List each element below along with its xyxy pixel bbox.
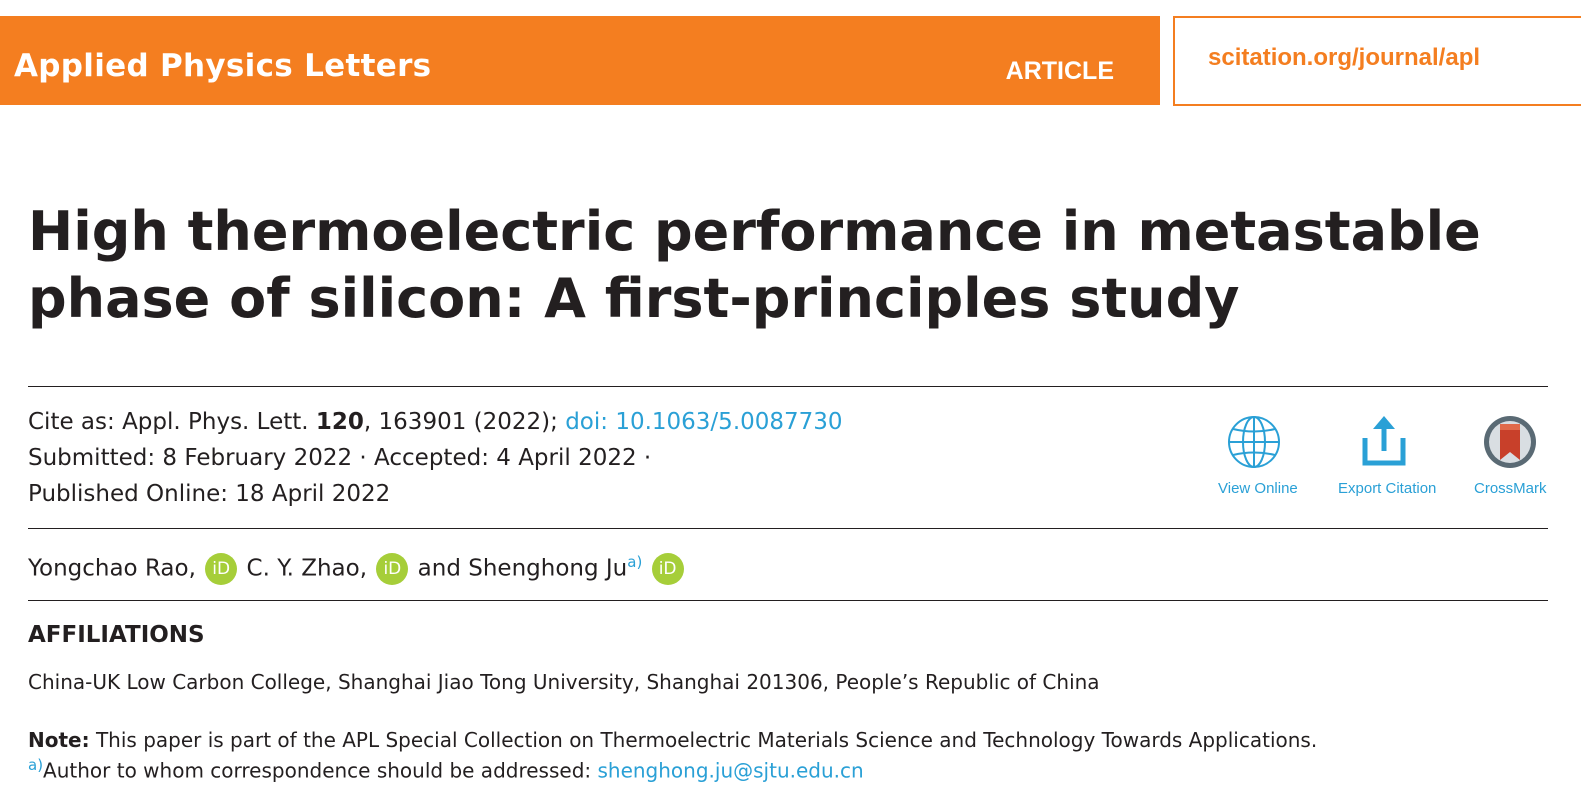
export-icon bbox=[1362, 416, 1406, 466]
export-citation-button[interactable]: Export Citation bbox=[1338, 412, 1437, 502]
correspondence-label: Author to whom correspondence should be … bbox=[43, 758, 598, 783]
orcid-icon[interactable]: iD bbox=[651, 553, 684, 586]
journal-url-link[interactable]: scitation.org/journal/apl bbox=[1208, 44, 1481, 71]
cite-volume: 120 bbox=[315, 409, 364, 435]
journal-url-box: scitation.org/journal/apl bbox=[1173, 16, 1581, 106]
affiliations-heading: AFFILIATIONS bbox=[28, 622, 205, 648]
crossmark-label: CrossMark bbox=[1474, 480, 1547, 497]
orcid-icon[interactable]: iD bbox=[376, 553, 409, 586]
collection-note: Note: This paper is part of the APL Spec… bbox=[28, 728, 1317, 752]
author-list: Yongchao Rao, iD C. Y. Zhao, iD and Shen… bbox=[28, 553, 686, 586]
footnote-mark: a) bbox=[28, 756, 44, 774]
divider bbox=[28, 600, 1548, 601]
orcid-icon[interactable]: iD bbox=[205, 553, 238, 586]
author-name: C. Y. Zhao, bbox=[246, 555, 368, 582]
correspondence-line: a)Author to whom correspondence should b… bbox=[28, 756, 864, 783]
crossmark-icon bbox=[1484, 416, 1536, 468]
author-name: and Shenghong Ju bbox=[417, 555, 628, 582]
journal-name: Applied Physics Letters bbox=[14, 48, 432, 84]
cite-prefix: Cite as: Appl. Phys. Lett. bbox=[28, 409, 316, 435]
journal-banner: Applied Physics Letters ARTICLE bbox=[0, 16, 1160, 105]
published-date: Published Online: 18 April 2022 bbox=[28, 481, 391, 507]
crossmark-button[interactable]: CrossMark bbox=[1474, 412, 1547, 502]
divider bbox=[28, 386, 1548, 387]
view-online-label: View Online bbox=[1218, 480, 1298, 497]
note-text: This paper is part of the APL Special Co… bbox=[89, 728, 1318, 752]
submitted-date: Submitted: 8 February 2022 · Accepted: 4… bbox=[28, 445, 652, 471]
view-online-button[interactable]: View Online bbox=[1218, 412, 1298, 502]
export-citation-label: Export Citation bbox=[1338, 480, 1437, 497]
divider bbox=[28, 528, 1548, 529]
cite-line: Cite as: Appl. Phys. Lett. 120, 163901 (… bbox=[28, 404, 843, 440]
cite-pages: , 163901 (2022); bbox=[363, 409, 566, 435]
footnote-mark: a) bbox=[627, 553, 643, 571]
paper-title: High thermoelectric performance in metas… bbox=[28, 200, 1481, 330]
author-name: Yongchao Rao, bbox=[28, 555, 196, 582]
article-type-label: ARTICLE bbox=[1005, 57, 1114, 85]
note-label: Note: bbox=[28, 728, 90, 752]
affiliation-text: China-UK Low Carbon College, Shanghai Ji… bbox=[28, 670, 1100, 694]
corresponding-email-link[interactable]: shenghong.ju@sjtu.edu.cn bbox=[597, 758, 864, 783]
doi-link[interactable]: doi: 10.1063/5.0087730 bbox=[565, 409, 843, 435]
citation-block: Cite as: Appl. Phys. Lett. 120, 163901 (… bbox=[28, 404, 843, 512]
globe-icon bbox=[1228, 416, 1280, 468]
